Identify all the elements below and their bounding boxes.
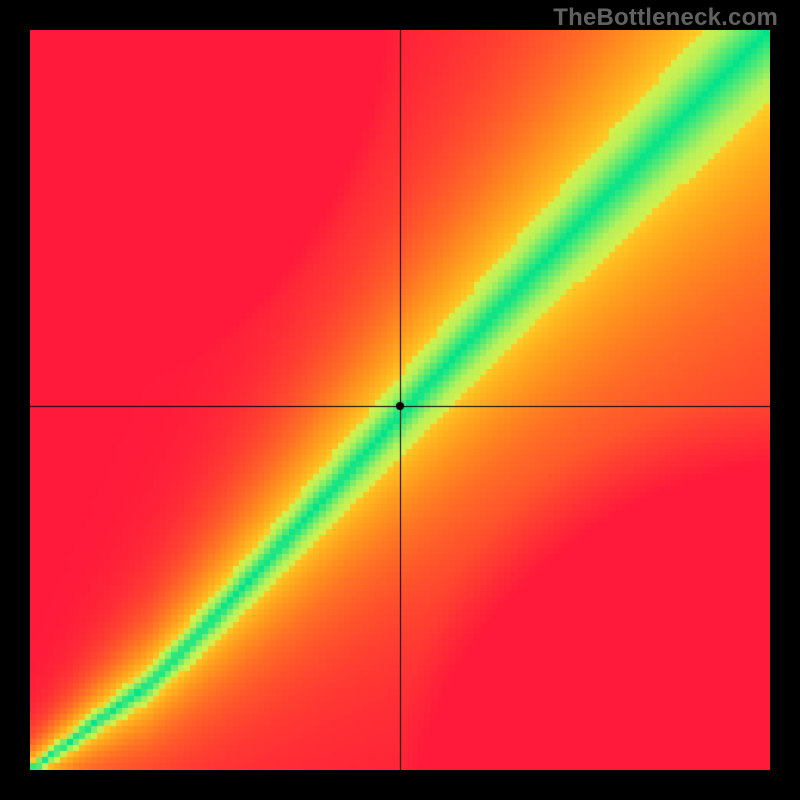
bottleneck-heatmap: [30, 30, 770, 770]
watermark-text: TheBottleneck.com: [553, 4, 778, 32]
chart-root: { "watermark_text": "TheBottleneck.com",…: [0, 0, 800, 800]
